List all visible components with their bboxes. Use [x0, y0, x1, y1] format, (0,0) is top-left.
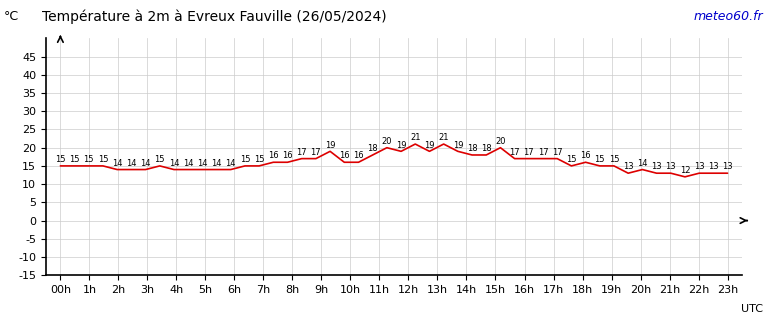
Text: 14: 14 [140, 159, 151, 168]
Text: meteo60.fr: meteo60.fr [694, 10, 763, 23]
Text: 15: 15 [254, 155, 265, 164]
Text: 15: 15 [566, 155, 577, 164]
Text: 16: 16 [353, 151, 364, 160]
Text: 16: 16 [581, 151, 591, 160]
Text: 19: 19 [396, 140, 406, 149]
Text: 14: 14 [197, 159, 207, 168]
Text: 18: 18 [467, 144, 477, 153]
Text: 13: 13 [708, 162, 718, 172]
Text: 14: 14 [211, 159, 222, 168]
Text: 15: 15 [83, 155, 94, 164]
Text: 19: 19 [425, 140, 435, 149]
Text: 17: 17 [538, 148, 549, 157]
Text: 17: 17 [509, 148, 520, 157]
Text: 13: 13 [666, 162, 676, 172]
Text: 21: 21 [410, 133, 421, 142]
Text: 13: 13 [651, 162, 662, 172]
Text: 15: 15 [55, 155, 66, 164]
Text: 14: 14 [183, 159, 194, 168]
Text: 15: 15 [594, 155, 605, 164]
Text: 18: 18 [367, 144, 378, 153]
Text: 14: 14 [126, 159, 137, 168]
Text: 18: 18 [481, 144, 492, 153]
Text: 15: 15 [70, 155, 80, 164]
Text: 14: 14 [112, 159, 122, 168]
Text: 15: 15 [239, 155, 250, 164]
Text: 19: 19 [325, 140, 335, 149]
Text: 15: 15 [98, 155, 108, 164]
Text: 17: 17 [311, 148, 321, 157]
Text: 12: 12 [680, 166, 690, 175]
Text: 16: 16 [339, 151, 350, 160]
Text: 14: 14 [226, 159, 236, 168]
Text: 13: 13 [623, 162, 633, 172]
Text: 17: 17 [552, 148, 562, 157]
Text: Température à 2m à Evreux Fauville (26/05/2024): Température à 2m à Evreux Fauville (26/0… [42, 10, 386, 24]
Text: 14: 14 [169, 159, 179, 168]
Text: 13: 13 [694, 162, 705, 172]
Text: 16: 16 [282, 151, 293, 160]
Text: 15: 15 [155, 155, 165, 164]
Text: 17: 17 [296, 148, 307, 157]
Text: °C: °C [4, 10, 19, 23]
Text: 21: 21 [438, 133, 449, 142]
Text: 17: 17 [523, 148, 534, 157]
Text: 20: 20 [495, 137, 506, 146]
Text: 15: 15 [609, 155, 619, 164]
Text: UTC: UTC [741, 304, 763, 314]
Text: 16: 16 [268, 151, 278, 160]
Text: 19: 19 [453, 140, 463, 149]
Text: 20: 20 [382, 137, 392, 146]
Text: 13: 13 [722, 162, 733, 172]
Text: 14: 14 [637, 159, 648, 168]
